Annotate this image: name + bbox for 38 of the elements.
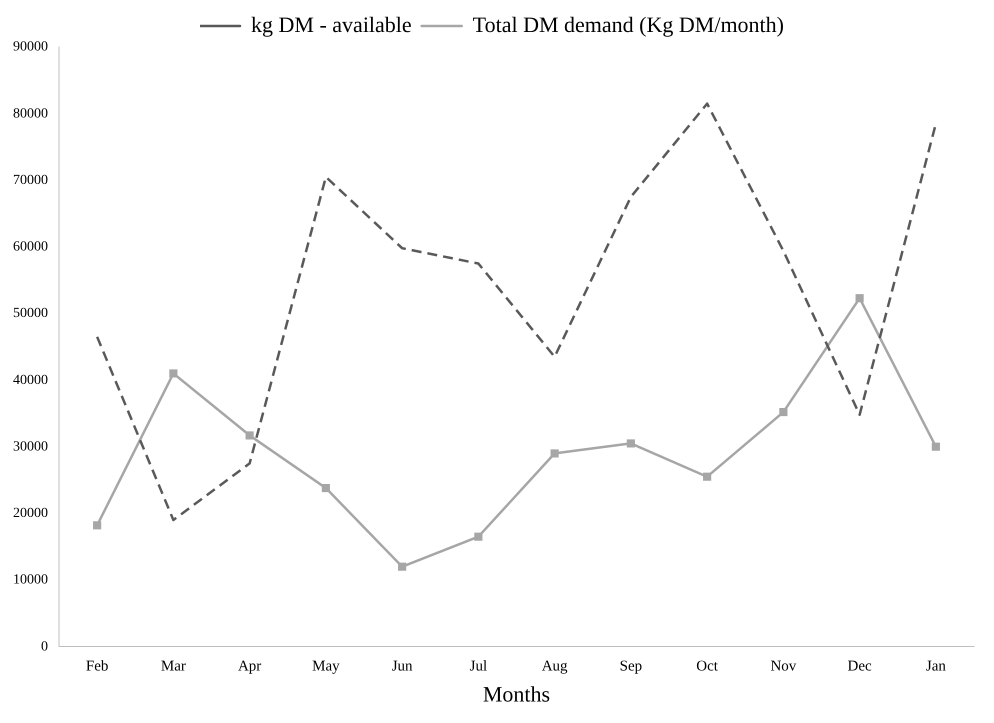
point [779, 408, 788, 416]
point [474, 532, 482, 541]
x-tick-label: Sep [620, 658, 642, 675]
x-tick-label: Dec [848, 658, 872, 675]
y-tick-label: 50000 [13, 306, 48, 322]
point [246, 431, 254, 440]
x-tick-label: Apr [238, 658, 262, 675]
y-tick-label: 80000 [13, 106, 48, 122]
y-tick-label: 20000 [13, 506, 48, 522]
x-tick-label: Jan [926, 658, 946, 675]
x-tick-label: Oct [696, 658, 719, 675]
y-tick-label: 40000 [13, 372, 48, 388]
x-tick-label: Mar [160, 658, 186, 675]
point [703, 472, 712, 481]
point [550, 449, 559, 458]
point [322, 484, 330, 492]
legend-label: Total DM demand (Kg DM/month) [472, 12, 784, 37]
point [169, 369, 178, 378]
y-tick-label: 60000 [13, 240, 48, 255]
x-tick-label: May [312, 658, 340, 675]
x-axis-title: Months [482, 682, 550, 707]
point [626, 439, 635, 448]
point [856, 294, 864, 302]
x-tick-label: Aug [542, 658, 568, 675]
x-tick-label: Nov [770, 658, 797, 675]
y-tick-label: 30000 [13, 439, 48, 454]
legend-label: kg DM - available [251, 12, 412, 37]
y-tick-label: 70000 [13, 172, 48, 188]
y-tick-label: 0 [41, 639, 48, 654]
line-series [96, 102, 938, 522]
y-tick-label: 10000 [13, 572, 48, 588]
point [932, 442, 940, 451]
x-tick-label: Feb [86, 658, 108, 675]
point [93, 521, 102, 530]
x-tick-label: Jul [470, 658, 488, 675]
x-tick-label: Jun [392, 658, 414, 675]
point [398, 562, 406, 571]
y-tick-label: 90000 [13, 40, 48, 55]
